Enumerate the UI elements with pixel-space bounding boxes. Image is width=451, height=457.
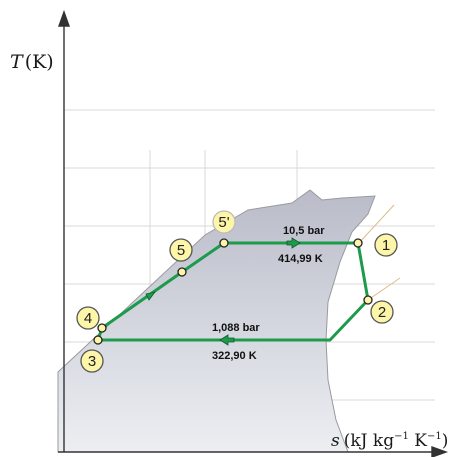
isobar-lines [357,204,401,301]
y-axis-label: T (K) [10,51,54,73]
svg-text:3: 3 [88,353,96,370]
state-4-label: 4 [76,306,100,330]
state-markers [93,238,373,345]
high-temperature-label: 414,99 K [278,253,323,265]
arrow-up-diagonal [145,291,156,301]
arrow-left-bottom [219,334,235,346]
high-pressure-label: 10,5 bar [283,225,325,237]
axes [58,9,449,457]
state-labels: 1 2 3 4 5 5' [76,210,398,373]
svg-text:2: 2 [378,304,386,321]
svg-text:5: 5 [177,242,185,259]
low-pressure-label: 1,088 bar [212,322,260,334]
flow-arrows [145,237,301,346]
svg-text:5': 5' [218,214,229,231]
state-5-prime-label: 5' [212,210,236,234]
arrow-right-top [286,237,301,249]
state-1-label: 1 [374,233,398,257]
state-2-label: 2 [370,300,394,324]
saturation-dome [57,189,376,453]
svg-text:1: 1 [382,237,390,254]
state-3-label: 3 [80,349,104,373]
svg-text:4: 4 [84,310,92,327]
state-5-label: 5 [169,238,193,262]
x-axis-label: s (kJ kg−1 K−1) [331,431,448,451]
low-temperature-label: 322,90 K [212,350,257,362]
